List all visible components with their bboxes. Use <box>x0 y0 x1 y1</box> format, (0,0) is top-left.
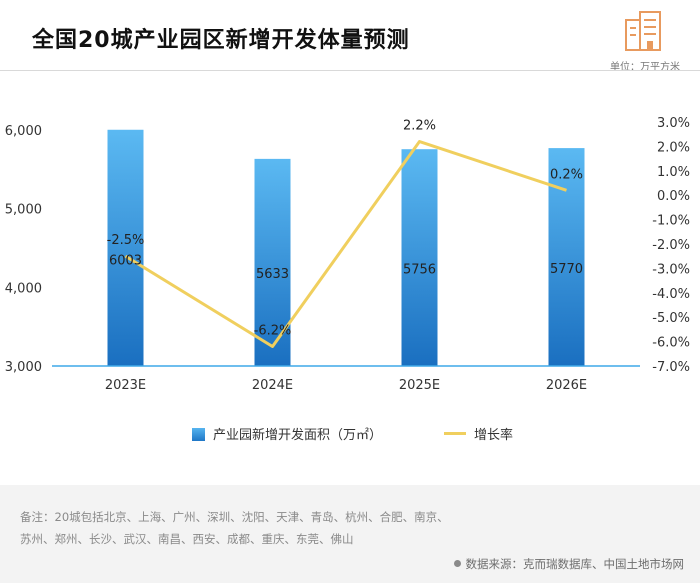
y-right-tick-label: -6.0% <box>652 336 690 351</box>
y-right-tick-label: 0.0% <box>657 189 690 204</box>
line-value-label: -2.5% <box>107 233 145 248</box>
data-source-text: 数据来源：克而瑞数据库、中国土地市场网 <box>465 557 685 571</box>
combo-chart: 3,000 4,000 5,000 6,000 3.0% 2.0% 1.0% 0.0% -1.0… <box>5 116 690 393</box>
y-right-tick-label: -2.0% <box>652 238 690 253</box>
line-value-label: -6.2% <box>254 323 292 338</box>
legend-bar-swatch <box>192 428 205 441</box>
footer-note-line2: 苏州、郑州、长沙、武汉、南昌、西安、成都、重庆、东莞、佛山 <box>20 532 354 546</box>
y-right-tick-label: -3.0% <box>652 262 690 277</box>
y-left-tick-label: 3,000 <box>5 360 42 375</box>
y-right-tick-label: -1.0% <box>652 214 690 229</box>
line-value-label: 0.2% <box>550 167 583 182</box>
x-tick-label: 2026E <box>546 378 587 393</box>
footer-panel <box>0 485 700 583</box>
bar-value-label: 5770 <box>550 262 583 277</box>
y-right-tick-label: 2.0% <box>657 140 690 155</box>
y-left-tick-label: 4,000 <box>5 281 42 296</box>
x-tick-label: 2025E <box>399 378 440 393</box>
y-left-tick-label: 6,000 <box>5 124 42 139</box>
chart-title: 全国20城产业园区新增开发体量预测 <box>32 28 410 53</box>
y-right-tick-label: -4.0% <box>652 287 690 302</box>
bar-value-label: 5633 <box>256 267 289 282</box>
x-tick-label: 2024E <box>252 378 293 393</box>
title-divider <box>0 70 700 71</box>
y-right-tick-label: 1.0% <box>657 165 690 180</box>
line-value-label: 2.2% <box>403 119 436 134</box>
y-right-tick-label: -5.0% <box>652 311 690 326</box>
footer-note-line1: 备注：20城包括北京、上海、广州、深圳、沈阳、天津、青岛、杭州、合肥、南京、 <box>20 510 449 524</box>
bullet-icon <box>453 560 461 567</box>
y-right-tick-label: -7.0% <box>652 360 690 375</box>
y-right-tick-label: 3.0% <box>657 116 690 131</box>
chart-legend: 产业园新增开发面积（万㎡） 增长率 <box>0 424 700 444</box>
y-left-tick-label: 5,000 <box>5 203 42 218</box>
bar <box>548 148 585 366</box>
buildings-icon <box>625 11 661 51</box>
bar <box>401 149 438 366</box>
unit-label: 单位：万平方米 <box>610 62 680 73</box>
bar-value-label: 6003 <box>109 254 142 269</box>
data-source: 数据来源：克而瑞数据库、中国土地市场网 <box>453 556 685 572</box>
legend-line-label: 增长率 <box>474 428 514 443</box>
legend-bar-label: 产业园新增开发面积（万㎡） <box>213 428 383 443</box>
legend-line-swatch <box>444 432 466 435</box>
legend-item-line: 增长率 <box>444 424 513 443</box>
legend-item-bar: 产业园新增开发面积（万㎡） <box>192 424 382 443</box>
bar <box>107 129 144 366</box>
growth-rate-line <box>124 140 567 348</box>
x-tick-label: 2023E <box>105 378 146 393</box>
bar-value-label: 5756 <box>403 262 436 277</box>
